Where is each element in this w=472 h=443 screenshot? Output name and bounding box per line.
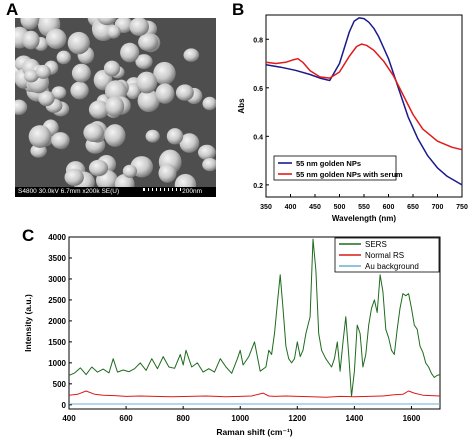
x-tick-label-C: 1000 xyxy=(231,414,249,423)
sem-caption: S4800 30.0kV 6.7mm x200k SE(U) xyxy=(18,188,120,195)
sem-particle xyxy=(67,31,90,55)
sem-particle xyxy=(138,33,159,52)
sem-particle xyxy=(97,18,117,26)
sem-particle xyxy=(198,144,216,161)
sem-particle xyxy=(135,54,153,70)
sem-particle xyxy=(70,81,89,100)
y-tick-label-C: 500 xyxy=(53,380,67,389)
sem-particle xyxy=(104,124,126,147)
sem-particle xyxy=(51,86,67,99)
sem-particle xyxy=(202,158,216,172)
sem-particle xyxy=(35,64,51,79)
legend-box-C xyxy=(334,237,440,273)
sem-particle xyxy=(83,123,104,143)
x-axis-label-C: Raman shift (cm⁻¹) xyxy=(216,427,292,437)
sem-particle xyxy=(103,60,121,77)
legend-label-B-0: 55 nm golden NPs xyxy=(296,159,361,168)
sem-particles xyxy=(15,18,216,194)
sem-particle xyxy=(202,96,216,111)
sem-particle xyxy=(183,48,200,62)
sem-particle xyxy=(153,61,176,85)
sem-particle xyxy=(120,42,140,63)
x-tick-label-C: 1200 xyxy=(288,414,306,423)
x-tick-label-C: 400 xyxy=(62,414,76,423)
y-tick-label-C: 3000 xyxy=(48,275,66,284)
x-tick-label-B: 450 xyxy=(309,204,321,211)
sem-particle xyxy=(137,89,160,113)
legend-label-B-1: 55 nm golden NPs with serum xyxy=(296,170,403,179)
sem-particle xyxy=(129,18,149,36)
sem-particle xyxy=(122,164,137,178)
y-tick-label-B: 0.8 xyxy=(253,37,263,44)
x-tick-label-B: 550 xyxy=(358,204,370,211)
y-tick-label-C: 3500 xyxy=(48,254,66,263)
x-tick-label-C: 600 xyxy=(119,414,133,423)
x-tick-label-C: 1400 xyxy=(345,414,363,423)
sem-particle xyxy=(64,168,84,186)
x-tick-label-C: 1600 xyxy=(403,414,421,423)
sem-particle xyxy=(125,82,141,100)
y-tick-label-B: 0.6 xyxy=(253,86,263,93)
y-axis-label-B: Abs xyxy=(237,98,246,114)
x-tick-label-C: 800 xyxy=(176,414,190,423)
y-tick-label-C: 1000 xyxy=(48,359,66,368)
panel-letter-a: A xyxy=(6,0,19,19)
sem-particle xyxy=(20,18,40,30)
sem-particle xyxy=(38,90,55,107)
legend-label-C-0: SERS xyxy=(365,240,387,249)
y-tick-label-C: 4000 xyxy=(48,233,66,242)
series-line-C-1 xyxy=(68,390,441,398)
sem-particle xyxy=(155,83,175,104)
series-line-B-1 xyxy=(265,43,463,151)
sem-particle xyxy=(71,63,91,83)
x-axis-label-B: Wavelength (nm) xyxy=(332,214,396,223)
y-tick-label-C: 2000 xyxy=(48,317,66,326)
y-tick-label-C: 2500 xyxy=(48,296,66,305)
sem-scale-bar xyxy=(143,188,181,191)
x-tick-label-B: 350 xyxy=(260,204,272,211)
sem-particle xyxy=(51,132,70,149)
series-line-C-0 xyxy=(68,238,441,397)
sem-micrograph xyxy=(15,18,216,194)
x-tick-label-B: 600 xyxy=(383,204,395,211)
x-tick-label-B: 650 xyxy=(407,204,419,211)
y-tick-label-C: 0 xyxy=(62,401,67,410)
sem-particle xyxy=(166,128,184,145)
sem-particle xyxy=(179,133,200,153)
sem-particle xyxy=(56,50,71,65)
y-tick-label-B: 0.4 xyxy=(253,134,263,141)
sem-particle xyxy=(22,30,40,50)
series-line-B-0 xyxy=(265,17,463,186)
legend-box-B xyxy=(273,155,397,181)
y-tick-label-C: 1500 xyxy=(48,338,66,347)
sem-particle xyxy=(45,28,67,49)
sem-particle xyxy=(88,100,109,119)
x-tick-label-B: 400 xyxy=(285,204,297,211)
panel-letter-b: B xyxy=(232,0,245,19)
legend-label-C-1: Normal RS xyxy=(365,251,404,260)
sem-particle xyxy=(88,159,109,177)
y-tick-label-B: 0.2 xyxy=(253,183,263,190)
sem-particle xyxy=(158,163,177,183)
x-tick-label-B: 500 xyxy=(334,204,346,211)
sem-particle xyxy=(23,69,39,83)
x-tick-label-B: 750 xyxy=(456,204,468,211)
sem-particle xyxy=(106,25,121,39)
sem-particle xyxy=(105,96,125,117)
x-tick-label-B: 700 xyxy=(432,204,444,211)
sem-particle xyxy=(136,71,158,94)
sem-particle xyxy=(28,125,52,148)
sem-scale-label: 200nm xyxy=(182,188,202,195)
sem-particle xyxy=(145,129,160,143)
sem-particle xyxy=(15,99,28,115)
panel-letter-c: C xyxy=(22,226,35,245)
plot-frame-B xyxy=(265,14,463,198)
legend-label-C-2: Au background xyxy=(365,262,419,271)
y-axis-label-C: Intensity (a.u.) xyxy=(23,294,33,352)
plot-frame-C xyxy=(68,236,441,410)
sem-info-bar: S4800 30.0kV 6.7mm x200k SE(U) 200nm xyxy=(15,187,216,197)
sem-particle xyxy=(175,84,194,101)
